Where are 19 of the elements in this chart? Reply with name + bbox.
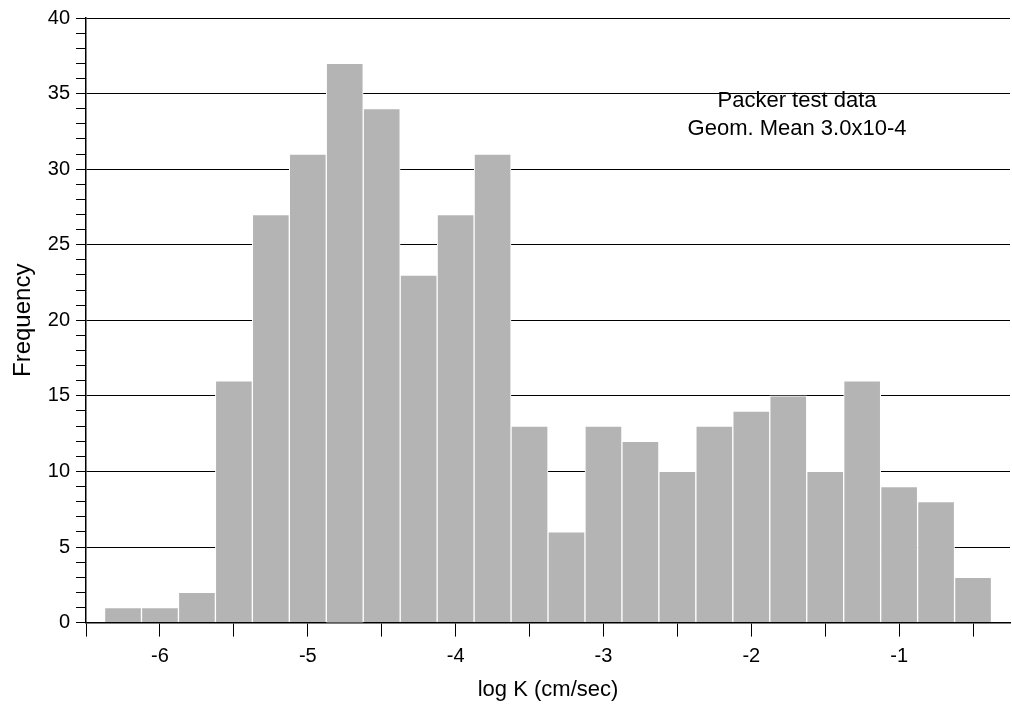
y-tick-label: 25 — [47, 232, 71, 255]
y-tick-label: 40 — [47, 5, 71, 28]
y-axis-title: Frequency — [8, 263, 36, 377]
y-tick-label: 20 — [47, 307, 71, 330]
y-tick-label: 10 — [47, 458, 71, 481]
x-tick-label: -1 — [890, 644, 909, 667]
annotation: Packer test data — [717, 87, 878, 113]
x-tick-label: -5 — [298, 644, 317, 667]
y-tick-label: 15 — [47, 383, 71, 406]
annotation: Geom. Mean 3.0x10-4 — [687, 115, 907, 141]
y-tick-label: 30 — [47, 156, 71, 179]
y-tick-label: 35 — [47, 81, 71, 104]
x-tick-label: -4 — [446, 644, 465, 667]
y-tick-label: 5 — [58, 534, 71, 557]
x-tick-label: -3 — [594, 644, 613, 667]
x-axis-title: log K (cm/sec) — [477, 675, 619, 701]
y-tick-label: 0 — [58, 610, 71, 633]
x-tick-label: -2 — [742, 644, 761, 667]
x-tick-label: -6 — [151, 644, 169, 667]
